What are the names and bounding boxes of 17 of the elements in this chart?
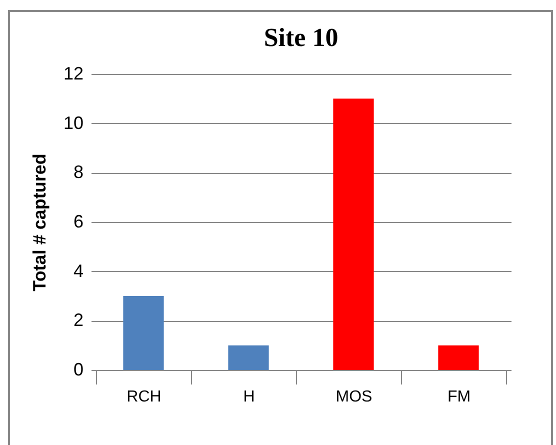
y-tick-label: 8 [73, 162, 84, 182]
x-tick-label: MOS [336, 388, 372, 406]
chart-title: Site 10 [264, 23, 338, 52]
y-tick-label: 2 [73, 310, 84, 330]
bar [438, 345, 479, 370]
bar [333, 98, 374, 370]
bar [123, 296, 164, 370]
y-tick-label: 0 [73, 360, 84, 380]
bar [228, 345, 269, 370]
y-tick-label: 6 [73, 212, 84, 232]
y-tick-label: 12 [63, 64, 84, 84]
x-tick-label: H [243, 388, 255, 406]
x-tick-label: FM [447, 388, 471, 406]
y-tick-label: 10 [63, 112, 84, 133]
y-tick-label: 4 [73, 260, 84, 281]
x-tick-label: RCH [126, 388, 162, 406]
y-axis-title: Total # captured [29, 154, 50, 292]
